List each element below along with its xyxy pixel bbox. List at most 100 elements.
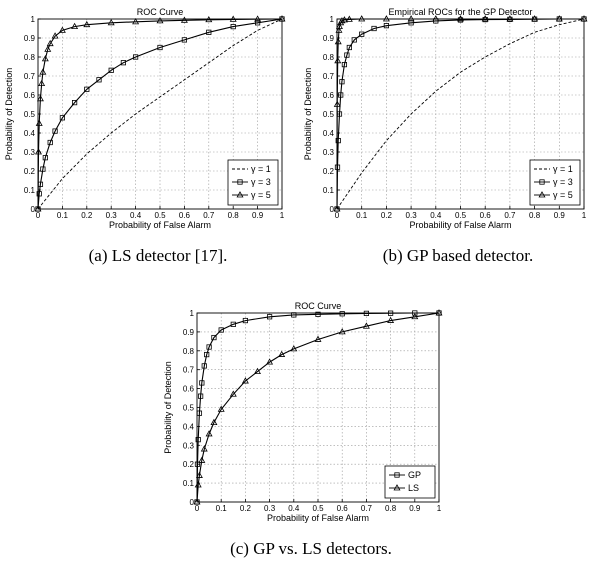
chart-0-series-2-point-20 xyxy=(278,15,286,22)
chart-2-series-1-point-17 xyxy=(387,316,395,323)
chart-2-xtick-label-9: 0.9 xyxy=(409,504,421,513)
chart-2-xtick-label-7: 0.7 xyxy=(361,504,373,513)
chart-2-series-0-point-13 xyxy=(266,314,273,320)
chart-1-series-2-point-8 xyxy=(340,16,348,23)
chart-2-series-0-point-4 xyxy=(198,393,204,399)
chart-1-series-1-point-8 xyxy=(346,44,352,51)
chart-0-series-2-point-0 xyxy=(34,205,42,212)
chart-2-series-0-point-16 xyxy=(339,311,345,317)
chart-0-series-1-point-9 xyxy=(84,86,90,92)
chart-0-ytick-label-10: 1 xyxy=(31,15,36,24)
chart-1-xtick-label-0: 0 xyxy=(335,211,340,220)
chart-0-series-1-point-16 xyxy=(206,29,212,35)
chart-0-legend-marker-2 xyxy=(236,191,244,198)
chart-0-series-2-point-7 xyxy=(44,45,52,52)
chart-2-series-0-point-18 xyxy=(387,310,394,316)
chart-2-series-0-point-19 xyxy=(412,310,418,316)
chart-2-ytick-label-9: 0.9 xyxy=(183,328,195,337)
chart-0-xtick-label-7: 0.7 xyxy=(203,211,215,220)
chart-0-series-1-point-14 xyxy=(157,44,163,51)
chart-2-series-1-point-9 xyxy=(241,377,249,384)
chart-2-series-0-point-5 xyxy=(199,380,205,386)
chart-1-xtick-label-5: 0.5 xyxy=(455,211,467,220)
chart-1-title: Empirical ROCs for the GP Detector xyxy=(389,7,533,17)
chart-1-ytick-label-2: 0.2 xyxy=(323,167,335,176)
chart-1-legend: γ = 1 γ = 3 γ = 5 xyxy=(529,159,581,206)
chart-1-series-1-point-11 xyxy=(371,25,377,32)
chart-2-series-1-point-18 xyxy=(411,312,419,320)
chart-1-caption: (b) GP based detector. xyxy=(383,246,533,265)
chart-2-series-1-point-8 xyxy=(229,390,237,397)
chart-1-legend-label-1: γ = 3 xyxy=(553,177,573,187)
chart-2-series-1-point-19 xyxy=(435,309,443,316)
chart-1-ytick-label-0: 0 xyxy=(330,205,335,214)
chart-2-series-1-point-15 xyxy=(338,328,346,335)
chart-0-legend: γ = 1 γ = 3 γ = 5 xyxy=(227,159,279,206)
chart-1-series-0-line xyxy=(336,18,585,210)
chart-2-series-0-point-15 xyxy=(315,311,321,317)
chart-1-legend-label-2: γ = 5 xyxy=(553,190,573,200)
chart-0-series-2-point-16 xyxy=(180,16,188,23)
chart-0-series-2-point-18 xyxy=(229,15,237,22)
chart-0-legend-label-0: γ = 1 xyxy=(251,164,271,174)
chart-0-caption: (a) LS detector [17]. xyxy=(89,246,228,265)
chart-0-ytick-label-1: 0.1 xyxy=(24,186,36,195)
chart-1-series-2-point-14 xyxy=(457,15,464,22)
chart-2-series-1-point-13 xyxy=(290,345,298,352)
chart-2-series-1-point-2 xyxy=(195,471,203,478)
chart-1-ylabel: Probability of Detection xyxy=(303,68,313,161)
chart-2-series-1-point-16 xyxy=(362,322,370,329)
chart-0-series-2-point-13 xyxy=(107,18,115,26)
chart-2-legend-label-0: GP xyxy=(408,470,421,480)
chart-0: 0 0.1 0.2 0.3 0.4 0.5 0.6 0.7 0.8 0.9 1 0 0.1 0.2 0.3 0… xyxy=(4,7,286,265)
chart-1-series-1-point-9 xyxy=(351,37,357,43)
chart-1-series-2-point-9 xyxy=(345,15,353,22)
chart-0-series-2-point-14 xyxy=(132,18,140,25)
chart-0-ytick-label-4: 0.4 xyxy=(24,129,36,138)
chart-1-xlabel: Probability of False Alarm xyxy=(409,220,511,230)
chart-1-xtick-label-7: 0.7 xyxy=(504,211,516,220)
chart-0-ytick-label-9: 0.9 xyxy=(24,34,36,43)
chart-2-legend-marker-1 xyxy=(393,484,401,491)
chart-2-series-1-point-5 xyxy=(205,430,213,437)
chart-1-ytick-label-9: 0.9 xyxy=(323,34,335,43)
chart-0-series-1-point-3 xyxy=(40,166,46,172)
chart-1-series-2-point-18 xyxy=(555,15,563,22)
chart-1-ytick-label-8: 0.8 xyxy=(323,53,335,62)
chart-0-series-2-point-10 xyxy=(58,26,66,33)
chart-2-series-0-point-9 xyxy=(211,334,217,341)
chart-2-series-0-point-7 xyxy=(204,351,210,358)
chart-0-series-2-point-9 xyxy=(51,32,59,39)
chart-2-ytick-label-1: 0.1 xyxy=(183,479,195,488)
chart-2-xlabel: Probability of False Alarm xyxy=(267,513,369,523)
chart-2-ytick-label-3: 0.3 xyxy=(183,441,195,450)
chart-2-ylabel: Probability of Detection xyxy=(163,361,173,454)
chart-2-series-1-point-11 xyxy=(266,358,274,365)
chart-0-legend-label-1: γ = 3 xyxy=(251,177,271,187)
chart-2-series-0-point-3 xyxy=(196,410,203,416)
chart-1-xtick-label-10: 1 xyxy=(582,211,587,220)
chart-0-legend-box xyxy=(227,159,279,206)
chart-2-ytick-label-7: 0.7 xyxy=(183,366,195,375)
chart-0-series-2-point-17 xyxy=(205,15,213,23)
chart-1-series-1-point-10 xyxy=(359,31,365,37)
chart-2-caption: (c) GP vs. LS detectors. xyxy=(230,539,392,558)
chart-1-series-2-point-19 xyxy=(580,15,588,22)
chart-0-series-2-point-12 xyxy=(83,20,91,28)
chart-1-series-2-point-15 xyxy=(481,15,489,22)
chart-1-ytick-label-7: 0.7 xyxy=(323,72,335,81)
chart-0-xtick-label-6: 0.6 xyxy=(179,211,191,220)
chart-2-ytick-label-4: 0.4 xyxy=(183,422,195,431)
chart-0-series-1-point-12 xyxy=(120,60,126,66)
chart-1-series-2-point-4 xyxy=(335,26,343,33)
chart-0-series-1-point-4 xyxy=(42,155,48,161)
chart-2-series-1-point-14 xyxy=(314,335,322,342)
chart-2-ytick-label-6: 0.6 xyxy=(183,385,195,394)
chart-2-series-1-point-6 xyxy=(210,418,218,426)
chart-2-series-0-line xyxy=(196,312,439,503)
chart-0-xtick-label-5: 0.5 xyxy=(154,211,166,220)
chart-1-series-1-point-6 xyxy=(341,62,348,68)
chart-2-xtick-label-2: 0.2 xyxy=(240,504,252,513)
chart-1-series-2-point-1 xyxy=(333,100,341,107)
chart-1-series-2-point-7 xyxy=(338,17,346,24)
